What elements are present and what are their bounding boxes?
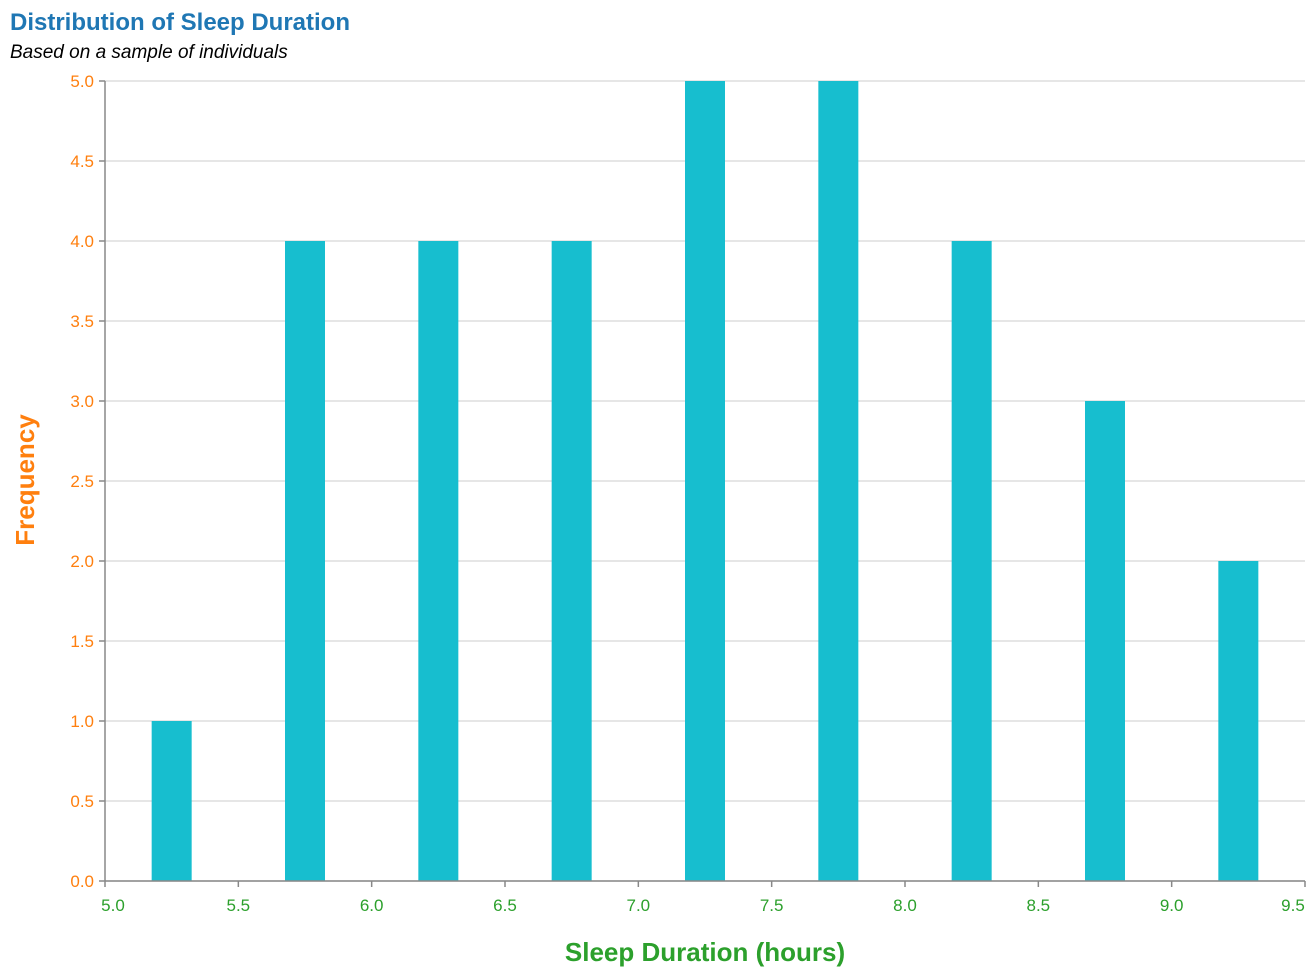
y-tick-label: 2.5 — [70, 472, 94, 491]
x-tick-label: 5.5 — [227, 896, 251, 915]
chart-subtitle: Based on a sample of individuals — [10, 42, 288, 63]
axes: 0.0 0.5 1.0 1.5 2.0 2.5 3.0 3.5 4.0 4.5 5.0 5.0 5.5 6… — [70, 72, 1306, 915]
y-tick-label: 3.0 — [70, 392, 94, 411]
histogram-bar — [551, 241, 592, 881]
x-tick-label: 6.5 — [493, 896, 517, 915]
histogram-bar — [1085, 401, 1125, 881]
y-tick-label: 1.5 — [70, 632, 94, 651]
histogram-bar — [818, 81, 859, 881]
bars — [151, 81, 1259, 881]
x-tick-label: 9.0 — [1160, 896, 1184, 915]
x-tick-label: 7.5 — [760, 896, 784, 915]
y-tick-label: 0.0 — [70, 872, 94, 891]
y-tick-label: 0.5 — [70, 792, 94, 811]
x-tick-label: 6.0 — [360, 896, 384, 915]
x-axis-title: Sleep Duration (hours) — [565, 937, 845, 967]
x-tick-label: 8.5 — [1027, 896, 1051, 915]
histogram-bar — [685, 81, 725, 881]
y-tick-label: 4.0 — [70, 232, 94, 251]
x-tick-label: 5.0 — [101, 896, 125, 915]
x-tick-label: 7.0 — [627, 896, 651, 915]
y-tick-label: 1.0 — [70, 712, 94, 731]
y-tick-label: 4.5 — [70, 152, 94, 171]
histogram-bar — [1218, 561, 1259, 881]
y-tick-label: 2.0 — [70, 552, 94, 571]
y-tick-label: 3.5 — [70, 312, 94, 331]
histogram-bar — [285, 241, 325, 881]
histogram-bar — [151, 721, 192, 881]
x-tick-label: 9.5 — [1281, 896, 1305, 915]
histogram-bar — [418, 241, 459, 881]
y-axis-title: Frequency — [10, 414, 40, 546]
y-tick-label: 5.0 — [70, 72, 94, 91]
histogram-bar — [951, 241, 992, 881]
chart-title: Distribution of Sleep Duration — [10, 9, 350, 36]
x-tick-label: 8.0 — [893, 896, 917, 915]
